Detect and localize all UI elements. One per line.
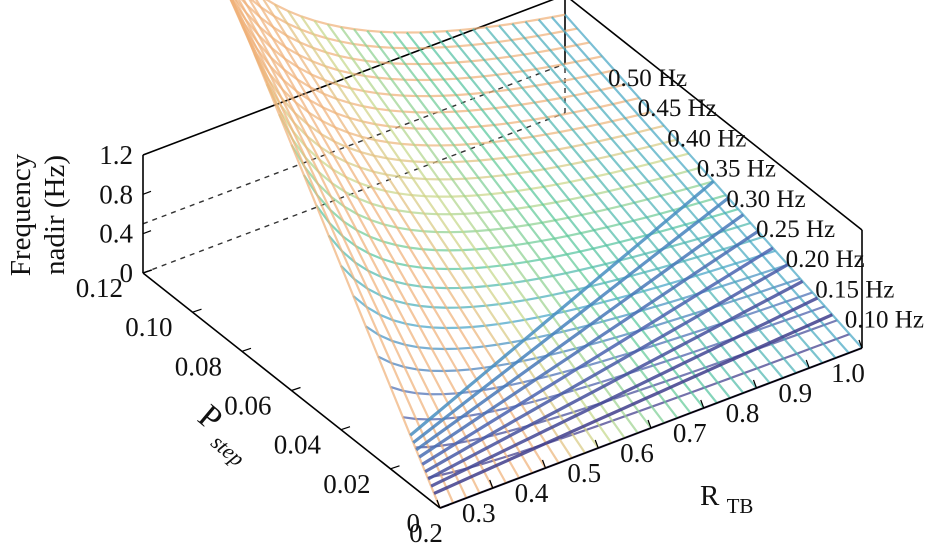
mesh-line-x	[339, 26, 639, 434]
right-top-edge	[570, 0, 863, 231]
y-tick-mark	[291, 386, 301, 392]
x-tick-label: 0.5	[567, 458, 601, 488]
y-axis-label-sub: step	[206, 429, 249, 471]
mesh-line-x	[262, 0, 560, 464]
contour-label: 0.35 Hz	[697, 156, 776, 183]
y-tick-mark	[340, 426, 351, 431]
surface-mesh	[229, 0, 863, 510]
mesh-line-x	[537, 18, 837, 359]
x-tick-label: 0.9	[778, 378, 812, 408]
y-tick-mark	[192, 308, 202, 313]
tick-labels: 0.2 0.3 0.4 0.5 0.6 0.7 0.8 0.9 1.0 0 0.020.040.06…	[76, 140, 865, 548]
x-axis-label: R TB	[700, 480, 753, 518]
contour-label: 0.20 Hz	[786, 246, 865, 273]
y-tick-mark	[241, 347, 252, 352]
x-tick-label: 0.3	[462, 498, 496, 528]
contour-label: 0.10 Hz	[845, 307, 924, 334]
mesh-line-x	[550, 16, 850, 354]
y-tick-mark	[439, 504, 450, 509]
mesh-line-x	[300, 15, 600, 449]
svg-text:R TB: R TB	[700, 480, 753, 518]
contour-line	[412, 196, 730, 444]
z-tick-mark	[142, 190, 152, 195]
mesh-line-x	[432, 31, 731, 399]
mesh-line-x	[458, 29, 758, 389]
mesh-line-x	[445, 30, 745, 394]
mesh-line-x	[231, 0, 481, 494]
x-tick-mark	[858, 339, 863, 349]
z-tick-label: 1.2	[99, 140, 133, 170]
x-tick-mark	[594, 439, 599, 449]
mesh-line-x	[313, 20, 613, 444]
contour-label: 0.25 Hz	[756, 216, 835, 243]
mesh-line-x	[231, 0, 442, 509]
mesh-line-x	[366, 30, 666, 424]
z-tick-mark	[142, 151, 152, 156]
x-tick-mark	[436, 499, 441, 509]
z-axis-label-line2: nadir (Hz)	[39, 155, 71, 275]
x-tick-label: 0.2	[409, 518, 443, 548]
mesh-line-x	[498, 24, 797, 374]
y-tick-label: 0.10	[125, 312, 172, 342]
x-tick-mark	[541, 459, 547, 469]
x-tick-mark	[805, 359, 810, 369]
contour-line	[409, 180, 715, 437]
y-tick-label: 0	[407, 508, 421, 538]
mesh-line-x	[511, 23, 811, 369]
mesh-line-x	[379, 31, 679, 419]
y-tick-label: 0.06	[224, 391, 271, 421]
contour-line	[424, 263, 789, 474]
contour-line	[415, 213, 745, 452]
y-tick-label: 0.08	[175, 351, 222, 381]
mesh-line-x	[405, 31, 705, 409]
contour-label: 0.40 Hz	[667, 125, 746, 152]
z-axis-label-line1: Frequency	[5, 153, 37, 276]
mesh-line-x	[229, 0, 455, 504]
x-tick-mark	[647, 419, 652, 429]
z-tick-mark	[142, 230, 152, 235]
z-tick-label: 0.4	[99, 219, 133, 249]
mesh-line-x	[419, 31, 718, 404]
mesh-line-x	[242, 0, 521, 479]
x-axis-label-sub: TB	[727, 494, 754, 518]
contour-line	[418, 230, 759, 459]
z-tick-mark	[142, 269, 152, 274]
contour-line	[427, 279, 804, 481]
z-tick-label: 0.8	[99, 179, 133, 209]
mesh-line-x	[233, 0, 494, 489]
mesh-line-x	[237, 0, 507, 484]
y-tick-mark	[390, 465, 400, 470]
mesh-line-x	[524, 20, 824, 364]
y-tick-label: 0.02	[323, 469, 370, 499]
x-tick-mark	[700, 399, 705, 409]
contour-lines	[409, 180, 833, 495]
back-mid-edge-dashed	[142, 63, 566, 225]
x-tick-label: 1.0	[831, 358, 865, 388]
contour-labels: 0.50 Hz 0.45 Hz 0.40 Hz 0.35 Hz 0.30 Hz 0.25 …	[608, 65, 924, 334]
z-tick-label: 0	[120, 258, 134, 288]
x-tick-label: 0.4	[515, 478, 549, 508]
contour-label: 0.15 Hz	[815, 276, 894, 303]
contour-line	[421, 246, 774, 466]
mesh-line-x	[255, 0, 547, 469]
x-tick-mark	[489, 479, 494, 489]
contour-label: 0.50 Hz	[608, 65, 687, 92]
x-tick-label: 0.7	[673, 418, 707, 448]
contour-label: 0.30 Hz	[726, 186, 805, 213]
x-tick-mark	[752, 379, 758, 389]
mesh-line-x	[273, 3, 573, 459]
x-axis-label-main: R	[700, 480, 720, 512]
mesh-line-y	[234, 0, 603, 82]
mesh-line-x	[229, 0, 468, 499]
y-tick-label: 0.04	[274, 430, 322, 460]
y-tick-label: 0.12	[76, 273, 123, 303]
contour-label: 0.45 Hz	[638, 95, 717, 122]
contour-line	[433, 313, 833, 495]
x-tick-label: 0.6	[620, 438, 654, 468]
mesh-line-x	[353, 28, 652, 429]
x-tick-label: 0.8	[726, 398, 760, 428]
contour-line	[430, 296, 819, 488]
